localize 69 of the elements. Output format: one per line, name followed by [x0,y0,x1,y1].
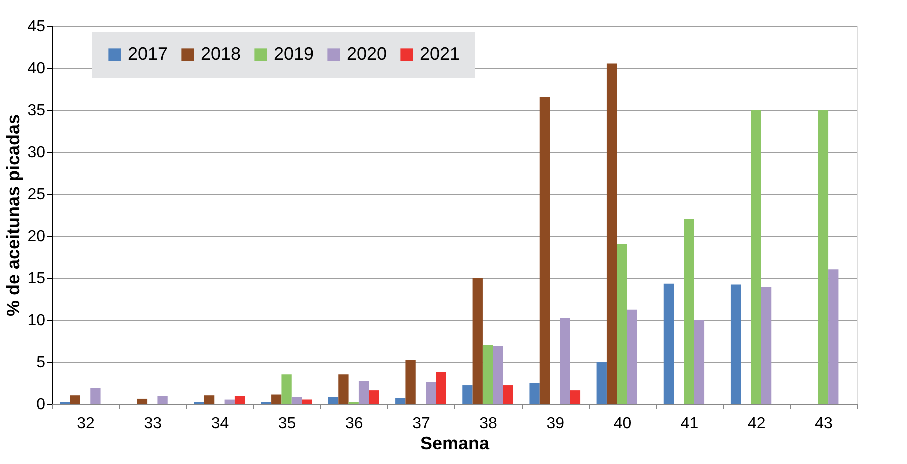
x-tick-label: 41 [680,416,699,432]
bar [482,345,494,404]
bar [282,374,292,404]
bar [730,284,742,404]
bar [369,390,380,404]
bar [664,284,674,404]
bar [617,244,628,404]
bar [570,390,581,404]
bar [406,360,416,404]
bar [828,270,839,404]
x-tick-label: 32 [77,416,96,432]
bar [818,110,829,404]
bar [234,396,246,404]
bar [751,110,762,404]
bar [272,394,282,404]
legend-label: 2017 [128,44,168,64]
y-tick-label: 35 [28,102,46,120]
bar [436,372,446,404]
bar [503,386,514,404]
x-tick-label: 39 [546,416,565,432]
bar [606,64,618,404]
y-tick-label: 20 [28,228,46,246]
bar [224,400,235,404]
y-tick-label: 10 [28,312,46,330]
bar [627,310,638,404]
legend-label: 2020 [347,44,388,64]
bar [338,374,349,404]
legend-label: 2021 [420,44,460,64]
bar [70,396,80,404]
y-tick-label: 40 [28,60,46,78]
legend-label: 2019 [274,44,314,64]
y-tick-label: 25 [28,186,46,204]
x-tick-label: 42 [748,416,766,432]
x-tick-label: 35 [278,416,296,432]
bar [530,383,540,404]
bar [560,318,570,404]
x-tick-label: 43 [815,416,833,432]
y-tick-label: 30 [28,144,46,162]
bar [462,386,473,404]
x-tick-label: 34 [211,416,230,432]
bar [204,396,215,404]
bar [472,278,483,404]
bar [493,346,504,404]
y-axis-title: % de aceitunas picadas [4,114,24,317]
x-tick-label: 40 [614,416,632,432]
bar [761,287,772,404]
bar [137,398,148,404]
bar [90,388,101,404]
bar [684,219,694,404]
bar [302,400,312,404]
x-tick-label: 38 [480,416,498,432]
bar [596,362,607,404]
y-tick-label: 45 [28,18,46,36]
bar [358,381,370,404]
x-tick-label: 37 [412,416,430,432]
x-tick-label: 36 [345,416,364,432]
bar [158,396,168,404]
y-tick-label: 5 [36,354,46,372]
x-axis-title: Semana [420,434,491,454]
x-tick-label: 33 [144,416,162,432]
legend-label: 2018 [201,44,242,64]
bar [396,398,406,404]
bar [426,382,436,404]
bar [292,397,302,404]
bar [328,397,339,404]
y-tick-label: 15 [28,270,46,288]
y-tick-label: 0 [36,396,46,414]
bar [694,320,705,404]
bar [540,97,550,404]
